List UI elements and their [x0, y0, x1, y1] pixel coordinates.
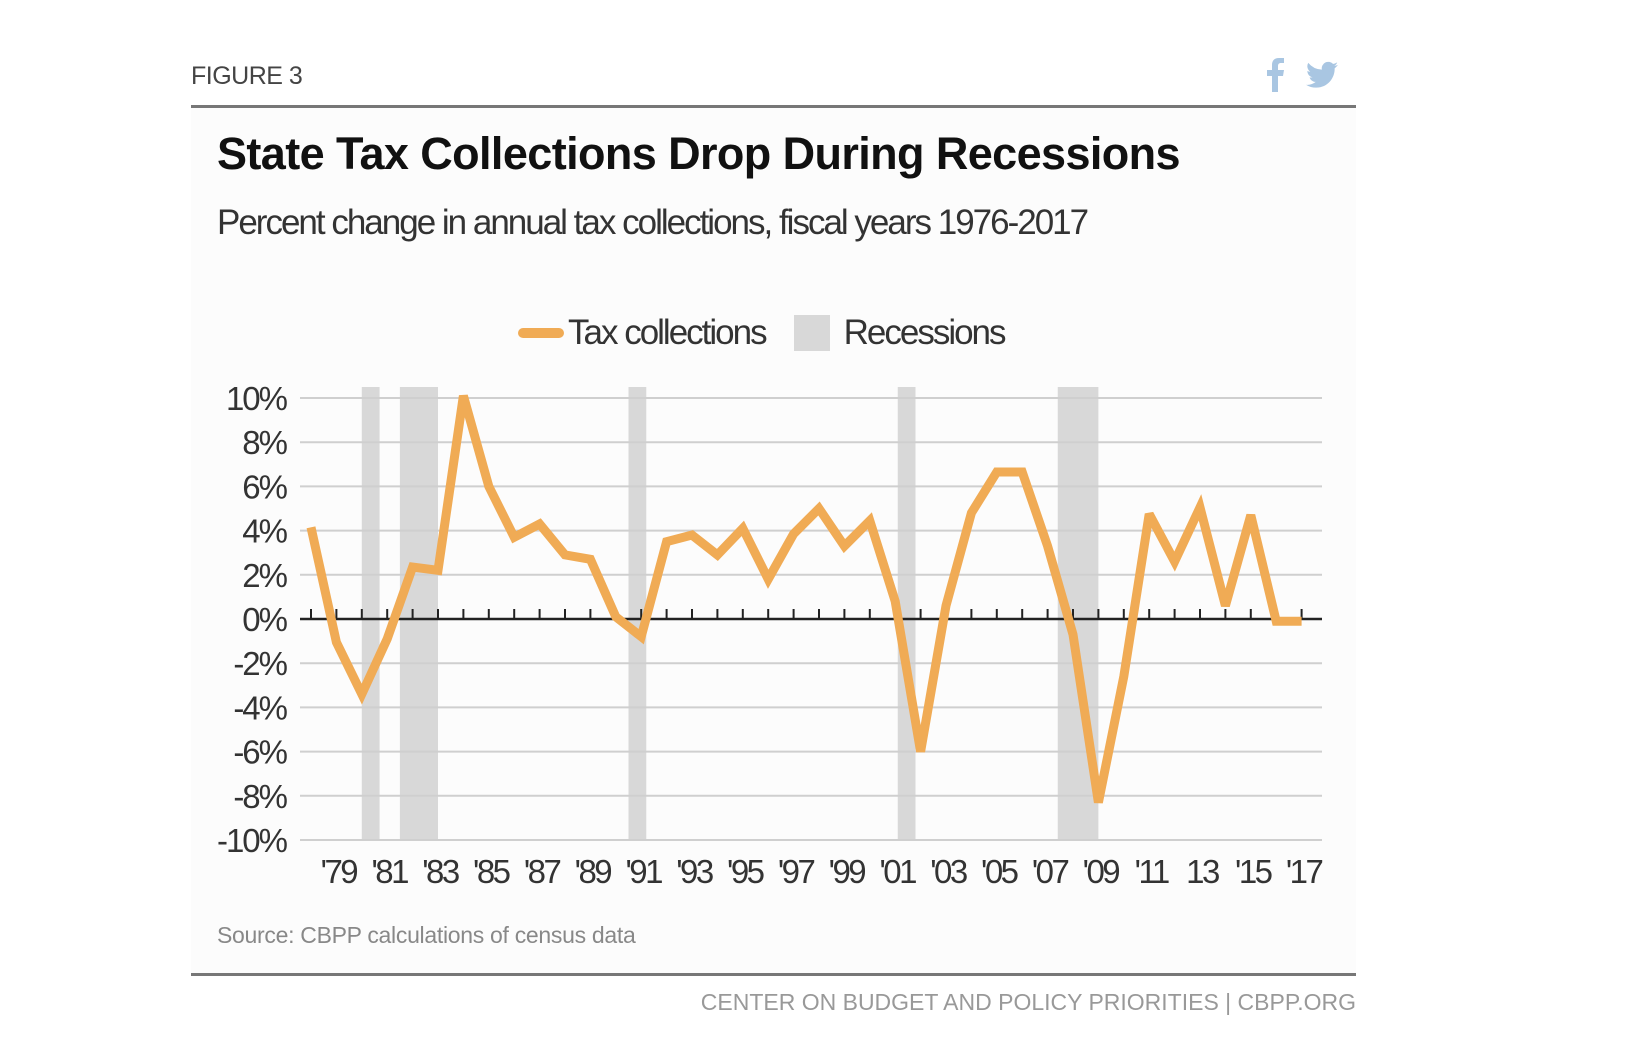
figure-label: FIGURE 3: [191, 62, 303, 90]
recession-band: [399, 387, 438, 840]
source-note: Source: CBPP calculations of census data: [217, 922, 636, 948]
y-tick-label: -4%: [233, 689, 287, 726]
x-tick-label: '95: [727, 853, 764, 890]
tax-collections-line: [306, 394, 1302, 804]
facebook-icon[interactable]: [1266, 58, 1284, 92]
y-tick-label: -10%: [217, 822, 288, 859]
x-tick-label: '81: [371, 853, 408, 890]
legend-label-recessions: Recessions: [843, 313, 1007, 352]
legend-line-swatch: [518, 328, 564, 338]
x-tick-label: '05: [981, 853, 1018, 890]
y-tick-label: 0%: [242, 601, 287, 638]
x-tick-label: '03: [930, 853, 967, 890]
recession-band: [628, 387, 647, 840]
x-tick-label: '91: [625, 853, 662, 890]
top-divider: [191, 105, 1356, 108]
x-tick-label: '17: [1286, 853, 1323, 890]
footer-credit: CENTER ON BUDGET AND POLICY PRIORITIES |…: [700, 989, 1356, 1015]
x-tick-label: '99: [829, 853, 866, 890]
bottom-divider: [191, 973, 1356, 976]
y-tick-label: 4%: [242, 513, 287, 550]
legend-recession-swatch: [793, 315, 830, 351]
y-tick-label: 6%: [242, 468, 287, 505]
x-tick-label: '01: [879, 853, 916, 890]
y-tick-label: 10%: [226, 380, 288, 417]
x-tick-label: '83: [422, 853, 459, 890]
x-tick-label: '97: [778, 853, 815, 890]
y-tick-label: -6%: [233, 734, 287, 771]
x-tick-label: '87: [524, 853, 561, 890]
x-tick-label: '11: [1135, 853, 1169, 890]
chart-subtitle: Percent change in annual tax collections…: [217, 203, 1089, 242]
recession-band: [361, 387, 380, 840]
x-tick-label: '85: [473, 853, 510, 890]
y-tick-label: 2%: [242, 557, 287, 594]
legend-label-tax: Tax collections: [568, 313, 768, 352]
x-tick-label: 13: [1186, 853, 1219, 890]
x-tick-label: '93: [676, 853, 713, 890]
chart-title: State Tax Collections Drop During Recess…: [217, 128, 1181, 179]
x-tick-label: '07: [1032, 853, 1069, 890]
x-tick-label: '09: [1083, 853, 1120, 890]
x-tick-label: '89: [575, 853, 612, 890]
twitter-icon[interactable]: [1306, 61, 1338, 89]
share-icons: [1266, 58, 1338, 92]
y-tick-label: 8%: [242, 424, 287, 461]
y-tick-label: -8%: [233, 778, 287, 815]
y-tick-label: -2%: [233, 645, 287, 682]
recession-band: [897, 387, 916, 840]
legend: Tax collections Recessions: [518, 313, 1007, 353]
x-tick-label: '79: [321, 853, 358, 890]
x-tick-label: '15: [1235, 853, 1272, 890]
